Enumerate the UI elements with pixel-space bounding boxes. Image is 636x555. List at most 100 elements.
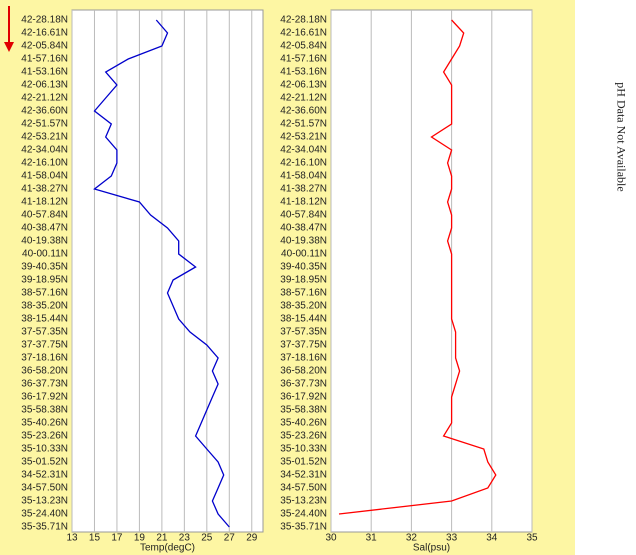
y-tick-label: 42-36.60N <box>21 106 68 117</box>
y-tick-label: 42-28.18N <box>280 15 327 26</box>
y-tick-label: 37-37.75N <box>280 340 327 351</box>
y-tick-label: 41-18.12N <box>280 197 327 208</box>
x-axis-label: Sal(psu) <box>413 543 450 554</box>
y-tick-label: 35-40.26N <box>21 418 68 429</box>
y-tick-label: 35-01.52N <box>21 457 68 468</box>
arrow-head <box>4 42 14 52</box>
y-tick-label: 36-17.92N <box>21 392 68 403</box>
y-tick-label: 42-34.04N <box>21 145 68 156</box>
y-tick-label: 38-15.44N <box>21 314 68 325</box>
y-tick-label: 40-19.38N <box>280 236 327 247</box>
y-tick-label: 40-00.11N <box>281 249 327 260</box>
y-tick-label: 36-58.20N <box>21 366 68 377</box>
y-tick-label: 35-01.52N <box>280 457 327 468</box>
y-tick-label: 42-16.10N <box>21 158 68 169</box>
y-tick-label: 36-37.73N <box>21 379 68 390</box>
y-tick-label: 41-53.16N <box>280 67 327 78</box>
x-tick-label: 15 <box>89 533 101 544</box>
y-tick-label: 42-53.21N <box>21 132 68 143</box>
x-tick-label: 33 <box>446 533 458 544</box>
y-tick-label: 37-57.35N <box>21 327 68 338</box>
x-tick-label: 31 <box>366 533 378 544</box>
y-tick-label: 35-35.71N <box>280 522 327 533</box>
plot-area <box>330 9 533 533</box>
y-tick-label: 42-16.10N <box>280 158 327 169</box>
y-tick-label: 36-17.92N <box>280 392 327 403</box>
line <box>338 19 497 515</box>
y-tick-label: 40-57.84N <box>280 210 327 221</box>
x-tick-label: 29 <box>246 533 258 544</box>
y-tick-label: 35-10.33N <box>280 444 327 455</box>
y-tick-label: 42-53.21N <box>280 132 327 143</box>
y-tick-label: 39-40.35N <box>280 262 327 273</box>
y-tick-label: 37-18.16N <box>21 353 68 364</box>
y-tick-label: 41-38.27N <box>21 184 68 195</box>
x-tick-label: 34 <box>486 533 498 544</box>
y-tick-label: 40-38.47N <box>280 223 327 234</box>
y-tick-label: 35-58.38N <box>21 405 68 416</box>
x-tick-label: 30 <box>325 533 337 544</box>
y-tick-label: 40-38.47N <box>21 223 68 234</box>
x-tick-label: 35 <box>526 533 538 544</box>
y-tick-label: 42-05.84N <box>21 41 68 52</box>
y-tick-label: 38-35.20N <box>21 301 68 312</box>
y-tick-label: 42-28.18N <box>21 15 68 26</box>
x-tick-label: 13 <box>66 533 78 544</box>
x-axis-label: Temp(degC) <box>140 543 195 554</box>
y-tick-label: 35-10.33N <box>21 444 68 455</box>
x-tick-label: 25 <box>201 533 213 544</box>
y-tick-label: 34-52.31N <box>21 470 68 481</box>
y-tick-label: 42-06.13N <box>280 80 327 91</box>
y-tick-label: 39-40.35N <box>21 262 68 273</box>
y-tick-label: 35-24.40N <box>21 509 68 520</box>
y-tick-label: 42-06.13N <box>21 80 68 91</box>
y-tick-label: 41-58.04N <box>21 171 68 182</box>
y-tick-label: 35-35.71N <box>21 522 68 533</box>
y-tick-label: 34-57.50N <box>21 483 68 494</box>
y-tick-label: 38-35.20N <box>280 301 327 312</box>
y-tick-label: 38-15.44N <box>280 314 327 325</box>
y-tick-label: 41-18.12N <box>21 197 68 208</box>
y-tick-label: 35-24.40N <box>280 509 327 520</box>
y-tick-label: 37-37.75N <box>21 340 68 351</box>
y-tick-label: 41-57.16N <box>21 54 68 65</box>
y-tick-label: 35-58.38N <box>280 405 327 416</box>
annotation: pH Data Not Available <box>614 82 628 191</box>
y-tick-label: 37-18.16N <box>280 353 327 364</box>
y-tick-label: 39-18.95N <box>280 275 327 286</box>
line <box>93 19 230 528</box>
x-tick-label: 27 <box>224 533 236 544</box>
y-tick-label: 42-16.61N <box>280 28 327 39</box>
y-tick-label: 38-57.16N <box>21 288 68 299</box>
y-tick-label: 41-58.04N <box>280 171 327 182</box>
x-tick-label: 19 <box>134 533 146 544</box>
y-tick-label: 34-52.31N <box>280 470 327 481</box>
y-tick-label: 42-21.12N <box>280 93 327 104</box>
y-tick-label: 42-21.12N <box>21 93 68 104</box>
y-tick-label: 34-57.50N <box>280 483 327 494</box>
x-tick-label: 21 <box>156 533 168 544</box>
y-tick-label: 42-05.84N <box>280 41 327 52</box>
y-tick-label: 36-37.73N <box>280 379 327 390</box>
y-tick-label: 35-23.26N <box>280 431 327 442</box>
y-tick-label: 35-23.26N <box>21 431 68 442</box>
y-tick-label: 42-34.04N <box>280 145 327 156</box>
y-tick-label: 42-51.57N <box>21 119 68 130</box>
x-tick-label: 32 <box>406 533 418 544</box>
x-tick-label: 23 <box>179 533 191 544</box>
x-tick-label: 17 <box>111 533 123 544</box>
y-tick-label: 37-57.35N <box>280 327 327 338</box>
y-tick-label: 42-51.57N <box>280 119 327 130</box>
y-tick-label: 35-13.23N <box>280 496 327 507</box>
y-tick-label: 42-36.60N <box>280 106 327 117</box>
y-tick-label: 42-16.61N <box>21 28 68 39</box>
y-tick-label: 36-58.20N <box>280 366 327 377</box>
y-tick-label: 40-57.84N <box>21 210 68 221</box>
y-tick-label: 38-57.16N <box>280 288 327 299</box>
y-tick-label: 39-18.95N <box>21 275 68 286</box>
y-tick-label: 41-57.16N <box>280 54 327 65</box>
y-tick-label: 35-40.26N <box>280 418 327 429</box>
y-tick-label: 40-00.11N <box>22 249 68 260</box>
y-tick-label: 40-19.38N <box>21 236 68 247</box>
